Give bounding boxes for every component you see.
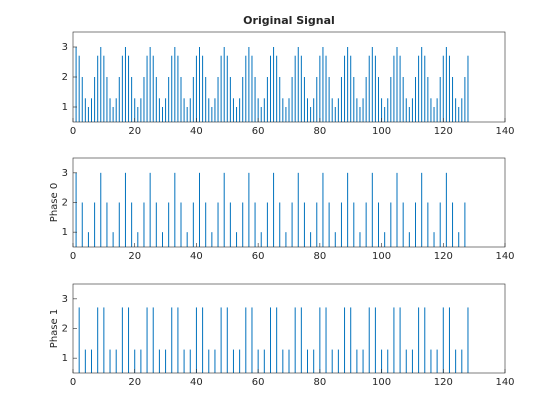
y-tick-label: 1	[62, 227, 68, 238]
x-tick-label: 20	[128, 251, 141, 262]
x-tick-label: 120	[434, 126, 453, 137]
x-tick-label: 60	[252, 251, 265, 262]
y-axis-label: Phase 0	[49, 183, 60, 222]
x-tick-label: 0	[70, 251, 76, 262]
chart-title: Original Signal	[243, 14, 335, 27]
y-tick-label: 1	[62, 102, 68, 113]
x-tick-label: 100	[372, 251, 391, 262]
x-tick-label: 80	[313, 126, 326, 137]
y-tick-label: 3	[62, 168, 68, 179]
y-tick-label: 2	[62, 72, 68, 83]
x-tick-label: 120	[434, 251, 453, 262]
x-tick-label: 60	[252, 126, 265, 137]
x-tick-label: 0	[70, 126, 76, 137]
x-tick-label: 20	[128, 377, 141, 388]
y-tick-label: 2	[62, 198, 68, 209]
x-tick-label: 0	[70, 377, 76, 388]
y-tick-label: 2	[62, 324, 68, 335]
x-tick-label: 60	[252, 377, 265, 388]
x-tick-label: 80	[313, 377, 326, 388]
y-tick-label: 3	[62, 294, 68, 305]
x-tick-label: 80	[313, 251, 326, 262]
x-tick-label: 140	[495, 251, 514, 262]
y-tick-label: 1	[62, 353, 68, 364]
x-tick-label: 40	[190, 126, 203, 137]
x-tick-label: 100	[372, 377, 391, 388]
x-tick-label: 20	[128, 126, 141, 137]
x-tick-label: 140	[495, 377, 514, 388]
x-tick-label: 100	[372, 126, 391, 137]
y-axis-label: Phase 1	[49, 309, 60, 348]
x-tick-label: 120	[434, 377, 453, 388]
x-tick-label: 40	[190, 251, 203, 262]
y-tick-label: 3	[62, 42, 68, 53]
x-tick-label: 140	[495, 126, 514, 137]
x-tick-label: 40	[190, 377, 203, 388]
